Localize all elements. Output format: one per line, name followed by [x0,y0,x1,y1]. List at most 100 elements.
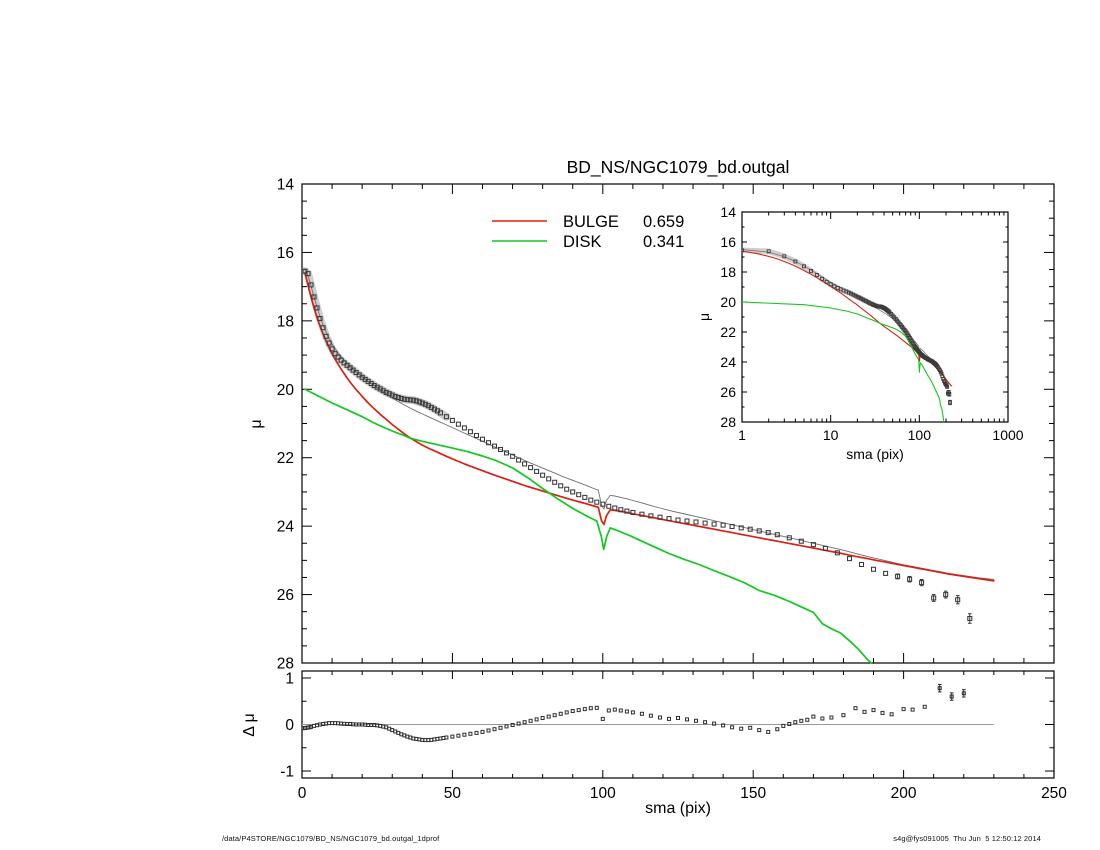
data-point [449,417,455,423]
data-point [588,497,594,503]
residual-point [393,729,398,734]
residual-point [721,723,726,728]
inset-y-tick-label: 26 [720,384,736,400]
main-y-tick-label: 26 [277,587,294,604]
residual-point [456,733,461,738]
main-plot-frame [301,183,1055,664]
data-point [528,465,534,471]
data-point [834,550,840,556]
inset-y-tick-label: 22 [720,324,736,340]
data-point [693,519,699,525]
residual-point [667,716,671,721]
residual-y-axis-label: Δ μ [241,713,258,736]
x-tick-label: 50 [444,785,462,802]
data-point [606,503,612,509]
residual-point [534,717,539,722]
legend-bulge-value: 0.659 [643,213,684,231]
residual-point [486,728,491,733]
inset-data-point [886,309,891,314]
residual-point [730,725,735,730]
inset-x-tick-label: 1000 [992,427,1023,443]
residual-point [703,720,708,725]
data-point [479,436,486,442]
data-point [314,305,320,311]
residual-point [612,707,617,712]
data-point [702,520,708,526]
data-point [422,401,428,407]
data-point [308,282,314,288]
inset-data-point [742,248,744,253]
inset-data-point [846,290,851,295]
main-y-tick-label: 16 [277,245,294,262]
data-point [594,499,600,505]
legend-bulge-label: BULGE [563,213,619,231]
data-point [618,507,624,513]
residual-point [694,718,698,723]
legend: BULGE 0.659 DISK 0.341 [492,213,684,251]
inset-y-tick-label: 24 [720,354,736,370]
residual-point [799,718,804,723]
data-point [335,354,341,360]
residual-point [528,718,533,723]
residual-point [600,716,605,721]
data-point [503,450,510,456]
residual-point [492,727,497,732]
residual-point [829,715,834,720]
x-tick-label: 150 [740,785,766,802]
inset-data-point [802,264,806,269]
residual-point [540,716,545,720]
main-series [302,267,995,664]
residual-point [901,707,906,712]
residual-point [588,706,593,711]
data-point [404,397,410,403]
inset-data-point [814,273,819,277]
residual-point [685,717,689,722]
inset-axes-ticks [741,211,1009,423]
data-point [600,501,606,507]
residual-point [781,723,786,728]
residual-point [748,725,753,730]
residual-point [805,717,810,722]
data-point [410,397,416,403]
data-point [311,294,317,300]
residual-point [450,734,455,739]
residual-point [576,708,581,713]
data-point [392,393,398,400]
data-point [612,505,618,511]
residual-point [910,707,915,712]
data-point [822,545,828,551]
residual-point [757,728,762,733]
data-point [684,518,690,524]
inset-data-point [766,249,771,254]
residual-y-tick-label: 1 [285,670,294,687]
data-point [461,425,467,431]
residual-point [480,729,485,734]
data-point [407,397,413,403]
residual-point [516,721,521,726]
residual-y-tick-label: -1 [280,764,294,781]
data-point [467,429,473,435]
data-point [738,525,744,531]
inset-x-axis-label: sma (pix) [846,446,904,462]
residual-point [618,708,623,713]
data-point [648,513,654,519]
x-tick-label: 100 [590,785,616,802]
residual-point [552,713,557,718]
data-point [630,509,636,516]
x-tick-label: 200 [891,785,917,802]
data-point [720,522,726,528]
inset-data-point [940,374,945,379]
bulge-line [304,272,995,582]
residual-point [444,735,449,740]
inset-y-tick-label: 18 [720,264,736,280]
residual-series [302,683,994,743]
residual-point [510,723,515,727]
data-point [485,440,492,446]
data-point [320,325,326,331]
residual-point [889,712,894,717]
data-point [558,483,564,489]
disk-line [304,388,874,664]
data-point [624,508,630,514]
inset-y-axis-label: μ [696,313,712,321]
